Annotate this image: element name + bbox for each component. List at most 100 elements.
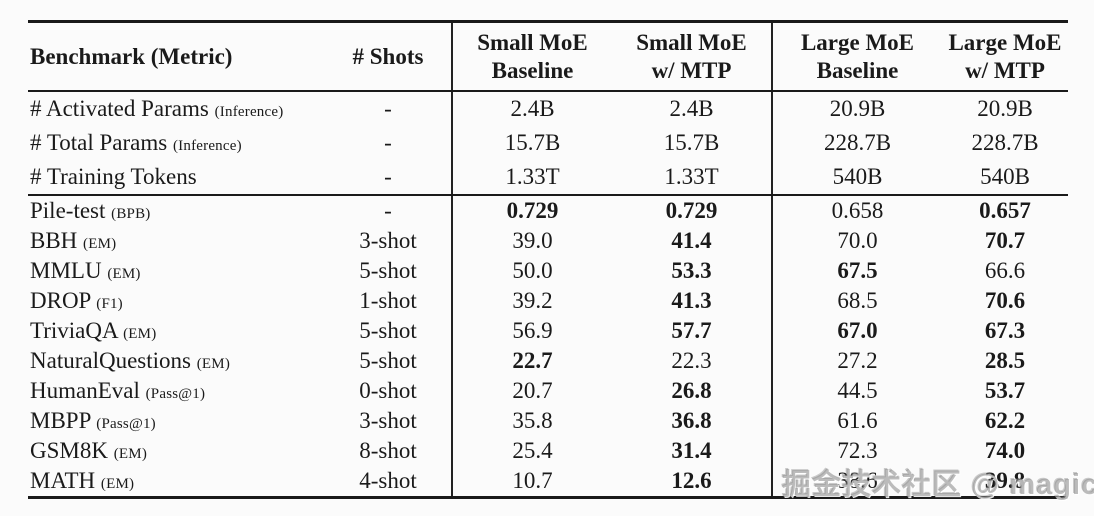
benchmark-name: NaturalQuestions [30,348,191,373]
value-cell: 35.8 [451,406,612,436]
value-cell: 67.0 [771,316,942,346]
table-row: DROP (F1) 1-shot 39.2 41.3 68.5 70.6 [28,286,1068,316]
benchmark-name: Pile-test [30,198,106,223]
value-cell: 22.7 [451,346,612,376]
table-row: # Activated Params (Inference) - 2.4B 2.… [28,91,1068,126]
value-cell: 20.7 [451,376,612,406]
value-cell: 28.5 [984,348,1026,373]
benchmark-name: HumanEval [30,378,140,403]
value-cell: 68.5 [771,286,942,316]
value-cell: 39.0 [451,226,612,256]
value-cell: 53.3 [671,258,712,283]
benchmark-metric: (Pass@1) [96,416,156,432]
col-header-small-moe-baseline: Small MoE Baseline [451,21,612,92]
value-cell: 38.6 [771,466,942,498]
param-name: # Activated Params [30,96,209,121]
value-cell: 70.6 [984,288,1026,313]
benchmark-metric: (EM) [113,446,148,462]
table-row: Pile-test (BPB) - 0.729 0.729 0.658 0.65… [28,195,1068,226]
value-cell: 53.7 [984,378,1026,403]
shots-cell: - [384,198,392,223]
value-cell: 15.7B [451,126,612,160]
value-cell: 62.2 [984,408,1026,433]
value-cell: 72.3 [771,436,942,466]
value-cell: 67.5 [771,256,942,286]
shots-cell: - [384,130,392,155]
benchmark-name: MATH [30,468,96,493]
value-cell: 0.729 [665,198,718,223]
value-cell: 0.658 [771,195,942,226]
value-cell: 74.0 [984,438,1026,463]
table-row: TriviaQA (EM) 5-shot 56.9 57.7 67.0 67.3 [28,316,1068,346]
value-cell: 41.4 [671,228,712,253]
value-cell: 44.5 [771,376,942,406]
benchmark-metric: (F1) [96,296,123,312]
param-metric: (Inference) [172,138,242,154]
shots-cell: 1-shot [359,288,417,313]
shots-cell: 8-shot [359,438,417,463]
table-row: HumanEval (Pass@1) 0-shot 20.7 26.8 44.5… [28,376,1068,406]
shots-cell: 0-shot [359,378,417,403]
value-cell: 27.2 [771,346,942,376]
table-row: BBH (EM) 3-shot 39.0 41.4 70.0 70.7 [28,226,1068,256]
benchmark-metric: (BPB) [111,206,151,222]
col-header-shots: # Shots [325,21,452,92]
shots-cell: 5-shot [359,258,417,283]
benchmark-metric: (EM) [196,356,231,372]
value-cell: 1.33T [451,160,612,196]
value-cell: 2.4B [451,91,612,126]
benchmark-name: BBH [30,228,78,253]
benchmark-name: DROP [30,288,91,313]
table-row: MATH (EM) 4-shot 10.7 12.6 38.6 39.8 [28,466,1068,498]
benchmark-metric: (EM) [83,236,117,252]
shots-cell: - [325,160,452,196]
shots-cell: 5-shot [359,318,417,343]
benchmark-metric: (EM) [100,476,135,492]
benchmark-metric: (EM) [107,266,141,282]
value-cell: 39.8 [984,468,1026,493]
value-cell: 540B [942,160,1068,196]
value-cell: 228.7B [971,130,1039,155]
value-cell: 228.7B [771,126,942,160]
value-cell: 36.8 [671,408,712,433]
shots-cell: 4-shot [359,468,417,493]
col-header-large-moe-mtp: Large MoE w/ MTP [942,21,1068,92]
shots-cell: 3-shot [359,228,417,253]
benchmark-name: MMLU [30,258,102,283]
results-table: Benchmark (Metric) # Shots Small MoE Bas… [28,20,1068,499]
table-row: MMLU (EM) 5-shot 50.0 53.3 67.5 66.6 [28,256,1068,286]
value-cell: 2.4B [669,96,714,121]
value-cell: 26.8 [671,378,712,403]
value-cell: 540B [771,160,942,196]
table-row: GSM8K (EM) 8-shot 25.4 31.4 72.3 74.0 [28,436,1068,466]
benchmark-name: TriviaQA [30,318,118,343]
param-name: # Total Params [30,130,168,155]
value-cell: 67.3 [984,318,1026,343]
value-cell: 50.0 [451,256,612,286]
table-header-row: Benchmark (Metric) # Shots Small MoE Bas… [28,21,1068,92]
table-row: # Training Tokens - 1.33T 1.33T 540B 540… [28,160,1068,196]
shots-cell: 3-shot [359,408,417,433]
value-cell: 20.9B [977,96,1033,121]
benchmark-metric: (Pass@1) [145,386,206,402]
value-cell: 39.2 [451,286,612,316]
param-metric: (Inference) [214,104,284,120]
shots-cell: - [384,96,392,121]
value-cell: 31.4 [671,438,712,463]
shots-cell: 5-shot [359,348,417,373]
col-header-large-moe-baseline: Large MoE Baseline [771,21,942,92]
table-row: MBPP (Pass@1) 3-shot 35.8 36.8 61.6 62.2 [28,406,1068,436]
value-cell: 12.6 [671,468,712,493]
value-cell: 0.729 [451,195,612,226]
value-cell: 61.6 [771,406,942,436]
value-cell: 15.7B [663,130,720,155]
col-header-small-moe-mtp: Small MoE w/ MTP [612,21,772,92]
value-cell: 20.9B [771,91,942,126]
value-cell: 57.7 [671,318,712,343]
table-row: # Total Params (Inference) - 15.7B 15.7B… [28,126,1068,160]
benchmark-name: GSM8K [30,438,108,463]
value-cell: 56.9 [451,316,612,346]
value-cell: 66.6 [984,258,1026,283]
value-cell: 70.0 [771,226,942,256]
